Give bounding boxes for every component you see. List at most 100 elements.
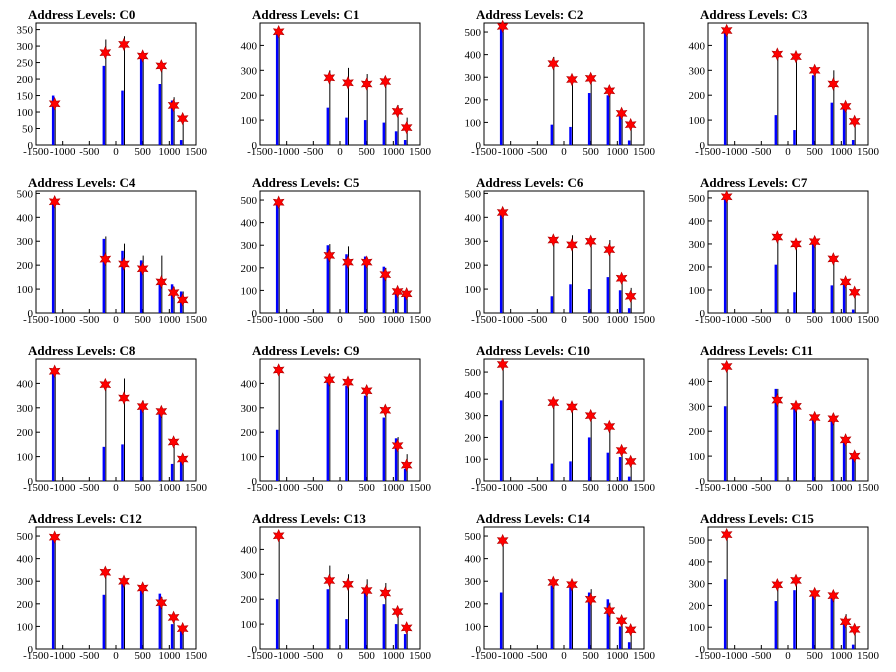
chart-14-marker-0 bbox=[496, 533, 509, 548]
chart-5-xtick-label-4: 500 bbox=[358, 314, 375, 326]
chart-15-marker-6 bbox=[848, 622, 861, 637]
chart-0-marker-3 bbox=[136, 49, 149, 63]
chart-10-marker-6 bbox=[624, 454, 637, 469]
chart-0-marker-4 bbox=[155, 59, 168, 73]
chart-7-xtick-label-2: -500 bbox=[751, 314, 772, 326]
chart-8-xtick-label-4: 500 bbox=[134, 482, 151, 494]
chart-6-xtick-label-2: -500 bbox=[527, 314, 548, 326]
chart-14-panel: Address Levels: C14 0 100 200 300 400 500 -1500… bbox=[465, 511, 656, 662]
chart-10-ytick-label-5: 500 bbox=[465, 367, 482, 379]
chart-12-xtick-label-6: 1500 bbox=[185, 650, 208, 662]
chart-15-ytick-label-5: 500 bbox=[689, 535, 706, 547]
chart-6-marker-2 bbox=[566, 238, 578, 252]
chart-9-panel: Address Levels: C9 0 100 200 300 400 -1500 -100… bbox=[241, 343, 432, 494]
chart-2-marker-5 bbox=[615, 106, 628, 121]
chart-11-xtick-label-3: 0 bbox=[785, 482, 791, 494]
chart-1-ytick-label-1: 100 bbox=[241, 115, 258, 127]
chart-14-xtick-label-2: -500 bbox=[527, 650, 548, 662]
chart-10-marker-2 bbox=[566, 400, 578, 414]
chart-8-xtick-label-6: 1500 bbox=[185, 482, 208, 494]
chart-12-xtick-label-0: -1500 bbox=[23, 650, 49, 662]
chart-13-ytick-label-4: 400 bbox=[241, 544, 258, 556]
chart-2-xtick-label-5: 1000 bbox=[606, 146, 629, 158]
chart-9-ytick-label-3: 300 bbox=[241, 403, 258, 415]
chart-10-marker-4 bbox=[603, 419, 616, 434]
chart-5-title: Address Levels: C5 bbox=[252, 175, 360, 190]
chart-13-xtick-label-3: 0 bbox=[337, 650, 343, 662]
chart-15-title: Address Levels: C15 bbox=[700, 511, 814, 526]
chart-4-ytick-label-1: 100 bbox=[17, 284, 34, 296]
chart-7-ytick-label-5: 500 bbox=[689, 193, 706, 205]
chart-11-ytick-label-2: 200 bbox=[689, 426, 706, 438]
chart-13-ytick-label-3: 300 bbox=[241, 569, 258, 581]
chart-9-marker-1 bbox=[323, 372, 336, 387]
chart-12-title: Address Levels: C12 bbox=[28, 511, 142, 526]
chart-8-xtick-label-5: 1000 bbox=[158, 482, 181, 494]
chart-12-panel: Address Levels: C12 0 100 200 300 400 500 -1500… bbox=[17, 511, 208, 662]
chart-12-marker-1 bbox=[99, 565, 112, 579]
chart-2-marker-4 bbox=[603, 84, 616, 98]
chart-12-xtick-label-1: -1000 bbox=[50, 650, 76, 662]
chart-0-marker-2 bbox=[118, 37, 130, 52]
chart-13-marker-5 bbox=[391, 604, 404, 619]
chart-4-marker-1 bbox=[99, 252, 112, 266]
chart-11-marker-4 bbox=[827, 412, 840, 426]
chart-0-xtick-label-1: -1000 bbox=[50, 146, 76, 158]
chart-13-marker-4 bbox=[379, 586, 392, 600]
chart-8-marker-5 bbox=[167, 435, 180, 449]
chart-12-ytick-label-4: 400 bbox=[17, 554, 34, 566]
chart-2-ytick-label-4: 400 bbox=[465, 50, 482, 62]
chart-10-ytick-label-2: 200 bbox=[465, 432, 482, 444]
chart-10-marker-0 bbox=[496, 357, 509, 372]
chart-8-xtick-label-1: -1000 bbox=[50, 482, 76, 494]
chart-0-ytick-label-7: 350 bbox=[17, 25, 34, 37]
chart-4-xtick-label-6: 1500 bbox=[185, 314, 208, 326]
chart-5-xtick-label-3: 0 bbox=[337, 314, 343, 326]
chart-5-ytick-label-3: 300 bbox=[241, 240, 258, 252]
chart-0-ytick-label-2: 100 bbox=[17, 107, 34, 119]
chart-12-marker-2 bbox=[118, 574, 130, 588]
chart-3-xtick-label-5: 1000 bbox=[830, 146, 853, 158]
chart-4-ytick-label-2: 200 bbox=[17, 260, 34, 272]
chart-0-marker-1 bbox=[99, 45, 112, 60]
chart-12-marker-0 bbox=[48, 530, 61, 544]
chart-12-ytick-label-5: 500 bbox=[17, 531, 34, 543]
chart-4-xtick-label-2: -500 bbox=[79, 314, 100, 326]
chart-4-xtick-label-1: -1000 bbox=[50, 314, 76, 326]
chart-10-marker-3 bbox=[584, 408, 597, 423]
chart-4-marker-5 bbox=[167, 285, 180, 300]
chart-3-ytick-label-4: 400 bbox=[689, 40, 706, 52]
chart-3-marker-6 bbox=[848, 114, 861, 129]
chart-10-ytick-label-3: 300 bbox=[465, 411, 482, 423]
chart-11-xtick-label-6: 1500 bbox=[857, 482, 880, 494]
chart-11-xtick-label-5: 1000 bbox=[830, 482, 853, 494]
chart-6-marker-0 bbox=[496, 205, 509, 220]
chart-3-marker-1 bbox=[771, 47, 784, 61]
chart-4-ytick-label-3: 300 bbox=[17, 236, 34, 248]
chart-15-xtick-label-0: -1500 bbox=[695, 650, 721, 662]
chart-6-xtick-label-0: -1500 bbox=[471, 314, 497, 326]
chart-1-marker-0 bbox=[272, 24, 285, 39]
chart-5-ytick-label-5: 500 bbox=[241, 195, 258, 207]
chart-8-plot-frame bbox=[35, 358, 197, 482]
chart-8-marker-4 bbox=[155, 404, 168, 419]
chart-8-marker-2 bbox=[118, 391, 130, 405]
chart-7-ytick-label-1: 100 bbox=[689, 285, 706, 297]
chart-15-ytick-label-4: 400 bbox=[689, 557, 706, 569]
chart-4-ytick-label-5: 500 bbox=[17, 188, 34, 200]
chart-0-xtick-label-5: 1000 bbox=[158, 146, 181, 158]
chart-13-marker-1 bbox=[323, 573, 336, 588]
chart-2-xtick-label-3: 0 bbox=[561, 146, 567, 158]
chart-5-xtick-label-5: 1000 bbox=[382, 314, 405, 326]
chart-10-ytick-label-1: 100 bbox=[465, 454, 482, 466]
chart-8-ytick-label-2: 200 bbox=[17, 427, 34, 439]
chart-13-marker-3 bbox=[360, 583, 373, 598]
chart-5-ytick-label-1: 100 bbox=[241, 285, 258, 297]
chart-3-xtick-label-4: 500 bbox=[806, 146, 823, 158]
chart-1-xtick-label-0: -1500 bbox=[247, 146, 273, 158]
chart-15-panel: Address Levels: C15 0 100 200 300 400 500 -1500… bbox=[689, 511, 880, 662]
chart-1-ytick-label-0: 0 bbox=[252, 140, 258, 152]
chart-1-marker-4 bbox=[379, 74, 392, 89]
chart-2-xtick-label-4: 500 bbox=[582, 146, 599, 158]
chart-3-xtick-label-6: 1500 bbox=[857, 146, 880, 158]
